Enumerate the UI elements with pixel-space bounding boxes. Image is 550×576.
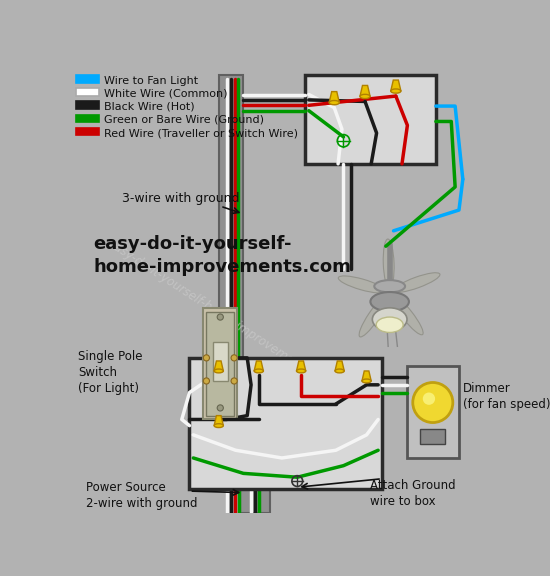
- Ellipse shape: [254, 369, 263, 373]
- Polygon shape: [214, 361, 223, 371]
- Ellipse shape: [371, 292, 409, 311]
- Text: Power Source
2-wire with ground: Power Source 2-wire with ground: [86, 481, 197, 510]
- Polygon shape: [362, 371, 371, 381]
- Ellipse shape: [383, 239, 394, 288]
- Polygon shape: [254, 361, 263, 371]
- Ellipse shape: [214, 424, 223, 427]
- Ellipse shape: [296, 369, 306, 373]
- Bar: [76, 128, 100, 135]
- Circle shape: [204, 355, 210, 361]
- Ellipse shape: [394, 273, 440, 293]
- Bar: [212, 343, 228, 381]
- Bar: [219, 75, 243, 364]
- Ellipse shape: [338, 276, 386, 293]
- Polygon shape: [335, 361, 344, 371]
- Bar: [206, 312, 234, 416]
- Ellipse shape: [362, 379, 371, 383]
- Ellipse shape: [214, 369, 223, 373]
- Bar: [76, 101, 100, 109]
- Text: Attach Ground
wire to box: Attach Ground wire to box: [371, 479, 456, 508]
- Circle shape: [217, 314, 223, 320]
- Bar: [76, 75, 100, 83]
- Bar: [406, 366, 459, 458]
- Circle shape: [412, 382, 453, 423]
- Polygon shape: [329, 92, 339, 103]
- Ellipse shape: [390, 89, 401, 93]
- Polygon shape: [214, 416, 223, 426]
- Circle shape: [204, 378, 210, 384]
- Text: Black Wire (Hot): Black Wire (Hot): [104, 102, 195, 112]
- Text: White Wire (Common): White Wire (Common): [104, 89, 228, 98]
- Bar: [189, 358, 382, 489]
- Bar: [305, 75, 436, 164]
- Ellipse shape: [376, 317, 403, 332]
- Polygon shape: [296, 361, 306, 371]
- Text: easy-do-it-yourself-
home-improvements.com: easy-do-it-yourself- home-improvements.c…: [93, 234, 351, 275]
- Text: Wire to Fan Light: Wire to Fan Light: [104, 75, 198, 86]
- Bar: [240, 489, 271, 513]
- Text: 3-wire with ground: 3-wire with ground: [123, 192, 240, 205]
- Text: easy-do-it-yourself-home-improvements.com: easy-do-it-yourself-home-improvements.co…: [105, 237, 336, 393]
- Circle shape: [217, 405, 223, 411]
- Text: Red Wire (Traveller or Switch Wire): Red Wire (Traveller or Switch Wire): [104, 128, 298, 138]
- Bar: [421, 429, 445, 444]
- Ellipse shape: [359, 296, 388, 337]
- Ellipse shape: [329, 100, 339, 105]
- Bar: [76, 115, 100, 122]
- Ellipse shape: [372, 308, 407, 331]
- Ellipse shape: [360, 94, 370, 98]
- Ellipse shape: [392, 295, 423, 335]
- Text: Dimmer
(for fan speed): Dimmer (for fan speed): [463, 382, 550, 411]
- Polygon shape: [390, 80, 401, 91]
- Polygon shape: [360, 85, 370, 96]
- Text: Single Pole
Switch
(For Light): Single Pole Switch (For Light): [78, 350, 142, 395]
- Bar: [204, 308, 237, 419]
- Circle shape: [231, 355, 237, 361]
- Circle shape: [231, 378, 237, 384]
- Circle shape: [423, 392, 435, 405]
- Bar: [76, 88, 100, 96]
- Ellipse shape: [375, 280, 405, 293]
- Text: Green or Bare Wire (Ground): Green or Bare Wire (Ground): [104, 115, 264, 125]
- Ellipse shape: [335, 369, 344, 373]
